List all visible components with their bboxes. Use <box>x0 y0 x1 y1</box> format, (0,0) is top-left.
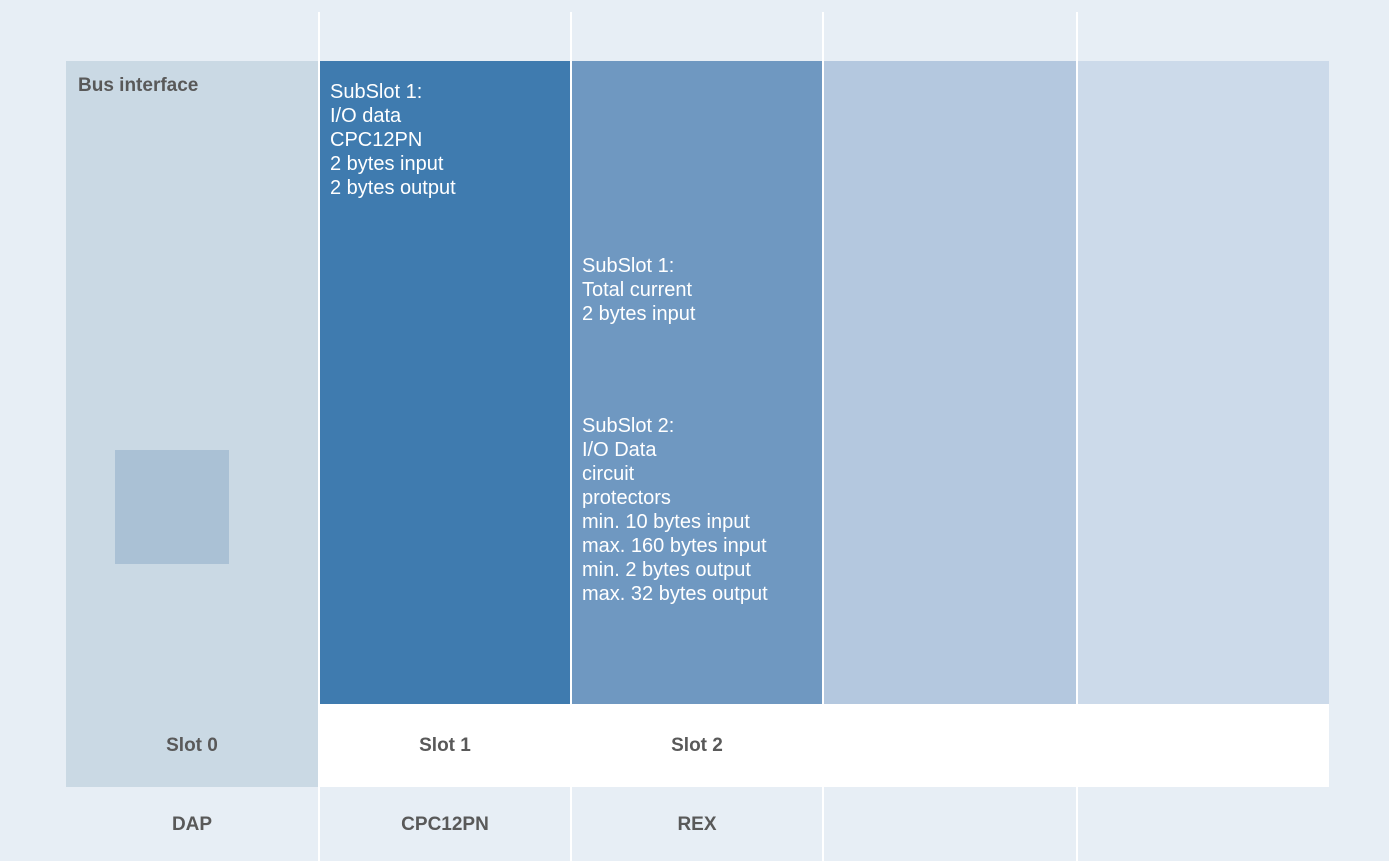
slot1-subslot1-text: SubSlot 1: I/O data CPC12PN 2 bytes inpu… <box>330 81 456 199</box>
rex-module-label: REX <box>677 814 717 835</box>
slot2-block <box>572 61 822 704</box>
slot3-block <box>824 61 1076 704</box>
column-divider <box>822 12 824 861</box>
column-divider <box>570 12 572 861</box>
column-divider <box>318 12 320 861</box>
slot2-subslot1-text: SubSlot 1: Total current 2 bytes input <box>582 255 696 325</box>
slot1-block <box>320 61 570 704</box>
slot2-subslot2-text: SubSlot 2: I/O Data circuit protectors m… <box>582 415 768 605</box>
slot0-label: Slot 0 <box>166 735 218 756</box>
slot4-block <box>1078 61 1329 704</box>
dap-module-square <box>115 450 229 564</box>
dap-module-label: DAP <box>171 814 213 835</box>
column-divider <box>1076 12 1078 861</box>
bus-interface-title: Bus interface <box>78 75 199 96</box>
slot1-label: Slot 1 <box>419 735 471 756</box>
slot2-label: Slot 2 <box>671 735 723 756</box>
dap-panel <box>66 61 318 787</box>
cpc12pn-module-label: CPC12PN <box>401 814 489 835</box>
